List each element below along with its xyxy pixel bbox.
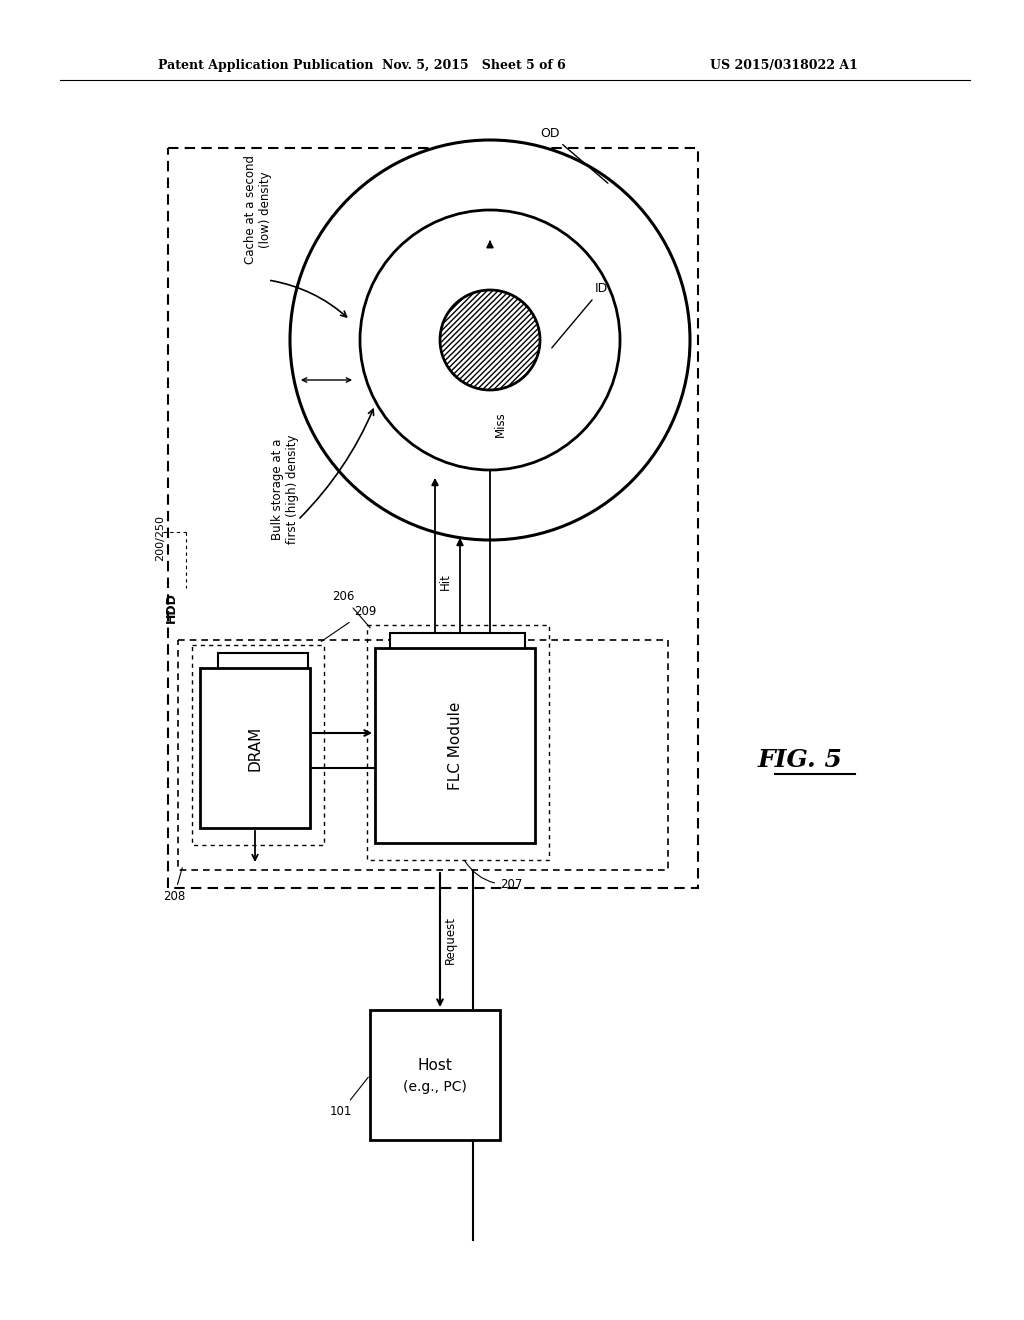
Text: 207: 207 [465,861,522,891]
Text: Cache at a second
(low) density: Cache at a second (low) density [244,154,272,264]
Text: Nov. 5, 2015   Sheet 5 of 6: Nov. 5, 2015 Sheet 5 of 6 [382,58,565,71]
Text: US 2015/0318022 A1: US 2015/0318022 A1 [710,58,858,71]
Text: 209: 209 [322,605,377,642]
Text: FLC Module: FLC Module [447,701,463,789]
Text: Miss: Miss [494,411,507,437]
Text: HDD: HDD [165,593,177,623]
Text: DRAM: DRAM [248,726,262,771]
Bar [178,640,668,870]
Text: 101: 101 [330,1077,369,1118]
Bar [218,653,308,799]
Text: 208: 208 [163,867,185,903]
Text: (e.g., PC): (e.g., PC) [403,1080,467,1094]
Circle shape [360,210,620,470]
Text: Patent Application Publication: Patent Application Publication [158,58,374,71]
Bar [375,648,535,843]
Text: 200/250: 200/250 [155,515,165,561]
Circle shape [440,290,540,389]
Text: OD: OD [540,127,608,183]
Text: Bulk storage at a
first (high) density: Bulk storage at a first (high) density [271,436,299,544]
Bar [168,148,698,888]
Text: ID: ID [552,282,608,348]
Bar [367,624,549,861]
Bar [193,645,324,845]
Text: 206: 206 [332,590,371,628]
Text: Hit: Hit [439,573,452,590]
Text: Request: Request [444,916,457,964]
Text: FIG. 5: FIG. 5 [758,748,843,772]
Text: Host: Host [418,1057,453,1072]
Bar [370,1010,500,1140]
Bar [390,634,525,808]
Bar [200,668,310,828]
Circle shape [290,140,690,540]
